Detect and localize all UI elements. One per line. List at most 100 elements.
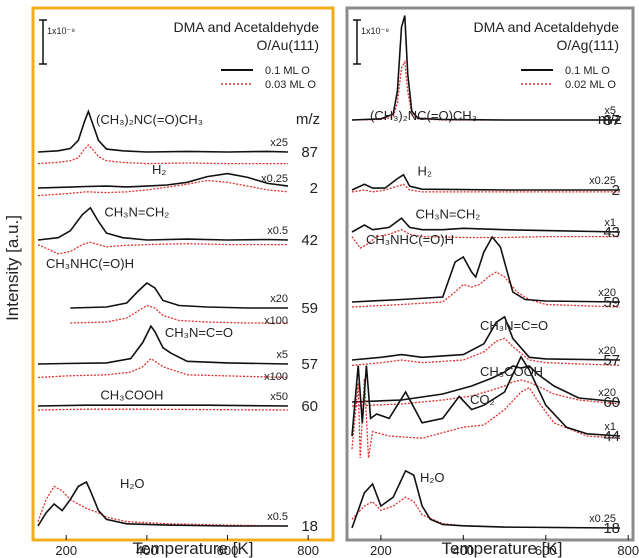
trace-low-0-6 [37, 485, 289, 527]
trace-low-1-1 [351, 183, 620, 193]
species-label-0-4: CH₃N=C=O [165, 325, 233, 340]
mult-high-1-0: x5 [604, 105, 616, 117]
mz-value-1-0: 87 [603, 112, 620, 129]
trace-low-0-0 [37, 144, 288, 165]
mz-value-1-6: 44 [603, 428, 620, 445]
panel-title-1: DMA and Acetaldehyde [473, 19, 619, 35]
species-label-1-2: CH₃N=CH₂ [415, 206, 480, 221]
trace-high-0-4 [37, 324, 289, 365]
mz-value-1-5: 60 [603, 394, 620, 411]
trace-low-1-6 [351, 378, 621, 459]
trace-low-0-3 [70, 304, 288, 324]
trace-low-0-4 [37, 357, 289, 379]
mult-high-0-1: x0.25 [261, 173, 288, 185]
trace-low-1-4 [351, 337, 621, 367]
mult-high-0-2: x0.5 [267, 225, 288, 237]
trace-high-1-1 [351, 173, 620, 191]
species-label-0-1: H₂ [152, 162, 166, 177]
mult-high-1-5: x20 [598, 387, 616, 399]
legend-label-low-1: 0.02 ML O [565, 79, 616, 91]
trace-high-1-5 [351, 365, 621, 403]
trace-low-1-5 [351, 379, 621, 407]
trace-low-0-2 [37, 241, 288, 255]
trace-low-1-2 [351, 228, 620, 249]
mult-high-1-1: x0.25 [589, 175, 616, 187]
x-tick-label-0-1: 400 [136, 543, 158, 558]
species-label-0-2: CH₃N=CH₂ [104, 204, 169, 219]
species-label-1-1: H₂ [418, 164, 432, 179]
species-label-0-3: CH₃NHC(=O)H [46, 256, 134, 271]
trace-high-1-6 [351, 355, 621, 437]
trace-high-0-3 [70, 281, 288, 309]
x-tick-label-1-3: 800 [617, 543, 639, 558]
species-label-0-6: H₂O [120, 476, 145, 491]
mult-high-1-2: x1 [604, 217, 616, 229]
mult-high-1-6: x1 [604, 421, 616, 433]
mult-high-0-4: x5 [276, 349, 288, 361]
mult-high-0-5: x50 [270, 391, 288, 403]
mz-value-1-7: 18 [603, 520, 620, 537]
x-tick-label-0-3: 800 [297, 543, 319, 558]
panel-frame-1 [345, 6, 635, 542]
trace-high-0-2 [37, 206, 289, 241]
mz-value-0-1: 2 [310, 180, 318, 197]
x-tick-label-1-0: 200 [370, 543, 392, 558]
panel-subtitle-1: O/Ag(111) [556, 37, 619, 53]
mz-value-0-6: 18 [301, 518, 318, 535]
x-tick-label-0-0: 200 [55, 543, 77, 558]
legend-label-high-0: 0.1 ML O [265, 65, 310, 77]
species-label-1-0: (CH₃)₂NC(=O)CH₃ [370, 108, 477, 123]
trace-high-0-0 [37, 109, 289, 153]
mult-high-0-0: x25 [270, 137, 288, 149]
x-axis-label-right: Temperature [K] [442, 539, 563, 558]
species-label-1-6: CO₂ [470, 392, 495, 407]
mult-high-0-6: x0.5 [267, 511, 288, 523]
scale-bar-label-1: 1x10⁻⁹ [361, 26, 389, 36]
species-label-0-5: CH₃COOH [100, 388, 163, 403]
mult-high-1-7: x0.25 [589, 513, 616, 525]
trace-high-1-7 [351, 469, 621, 529]
species-label-1-4: CH₃N=C=O [480, 318, 548, 333]
mz-value-1-3: 59 [603, 294, 620, 311]
mz-value-0-5: 60 [301, 398, 318, 415]
trace-high-1-2 [351, 217, 621, 233]
mz-value-1-1: 2 [612, 182, 620, 199]
mz-value-1-2: 43 [603, 224, 620, 241]
trace-low-0-5 [37, 408, 289, 411]
trace-high-0-5 [37, 404, 289, 407]
mz-header-0: m/z [296, 111, 320, 128]
trace-high-1-3 [351, 235, 621, 303]
scale-bar-label-0: 1x10⁻⁹ [47, 26, 75, 36]
trace-low-0-1 [37, 179, 289, 197]
trace-high-1-0 [351, 15, 620, 121]
mz-value-0-0: 87 [301, 144, 318, 161]
species-label-0-0: (CH₃)₂NC(=O)CH₃ [96, 112, 203, 127]
trace-high-0-6 [37, 480, 288, 527]
mz-value-0-3: 59 [301, 300, 318, 317]
legend-label-low-0: 0.03 ML O [265, 79, 316, 91]
species-label-1-7: H₂O [420, 470, 445, 485]
mult-low-0-3: x100 [264, 315, 288, 327]
x-tick-label-1-1: 400 [452, 543, 474, 558]
mz-value-0-2: 42 [301, 232, 318, 249]
panel-subtitle-0: O/Au(111) [256, 37, 319, 53]
legend-label-high-1: 0.1 ML O [565, 65, 610, 77]
panel-frame-0 [31, 6, 335, 542]
mult-high-1-3: x20 [598, 287, 616, 299]
mult-high-0-3: x20 [270, 293, 288, 305]
mult-low-0-4: x100 [264, 371, 288, 383]
x-axis-label-left: Temperature [K] [133, 539, 254, 558]
species-label-1-3: CH₃NHC(=O)H [366, 232, 454, 247]
x-tick-label-0-2: 600 [217, 543, 239, 558]
trace-high-0-1 [37, 172, 289, 189]
y-axis-label: Intensity [a.u.] [3, 215, 22, 321]
mz-value-0-4: 57 [301, 356, 318, 373]
mult-high-1-4: x20 [598, 345, 616, 357]
trace-high-1-4 [351, 315, 621, 361]
mz-value-1-4: 57 [603, 352, 620, 369]
x-tick-label-1-2: 600 [535, 543, 557, 558]
panel-title-0: DMA and Acetaldehyde [173, 19, 319, 35]
trace-low-1-3 [351, 271, 621, 308]
trace-low-1-7 [351, 496, 621, 529]
